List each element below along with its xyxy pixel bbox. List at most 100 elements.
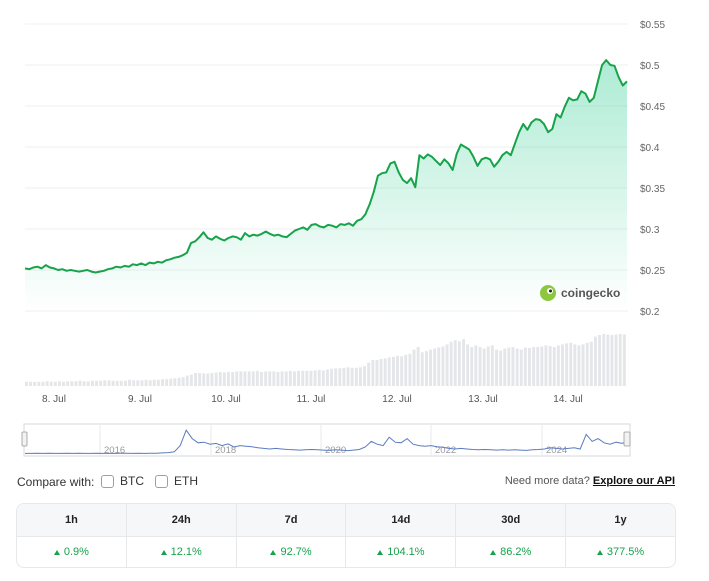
time-tick-label: 14. Jul	[553, 394, 582, 405]
perf-value-text: 104.1%	[387, 546, 425, 558]
volume-bar	[585, 342, 589, 386]
range-handle-right[interactable]	[623, 431, 631, 447]
price-tick-label: $0.3	[640, 225, 660, 236]
time-axis: 8. Jul 9. Jul 10. Jul 11. Jul 12. Jul 13. Jul…	[42, 394, 583, 405]
volume-bar	[404, 354, 408, 386]
compare-label: Compare with:	[17, 475, 95, 489]
volume-bar	[136, 380, 140, 386]
explore-api-link[interactable]: Explore our API	[592, 475, 675, 487]
volume-bar	[536, 347, 540, 386]
caret-up-icon	[596, 549, 603, 555]
volume-bar	[445, 344, 449, 386]
volume-bar	[49, 381, 53, 386]
range-handle-left[interactable]	[21, 431, 28, 447]
volume-bar	[408, 353, 412, 386]
volume-bar	[532, 347, 536, 386]
volume-bar	[144, 379, 148, 386]
volume-bar	[194, 373, 197, 386]
volume-bar	[330, 368, 333, 386]
volume-bar	[107, 380, 111, 386]
volume-bar	[140, 380, 144, 386]
perf-col-1y: 1y 377.5%	[566, 504, 675, 567]
more-data-prompt: Need more data?	[504, 475, 590, 487]
volume-bar	[577, 345, 581, 386]
volume-bar	[181, 377, 185, 386]
volume-bar	[326, 369, 329, 386]
volume-bar	[148, 380, 152, 386]
perf-period: 30d	[456, 504, 566, 537]
volume-bar	[169, 378, 173, 386]
volume-bar	[565, 343, 569, 386]
volume-bar	[441, 346, 445, 386]
volume-bar	[486, 346, 490, 386]
volume-bar	[462, 339, 465, 386]
time-tick-label: 10. Jul	[211, 394, 240, 405]
volume-bar	[128, 379, 131, 386]
time-tick-label: 13. Jul	[468, 394, 497, 405]
volume-bar	[375, 360, 379, 386]
overview-line	[25, 429, 629, 454]
volume-bar	[495, 349, 498, 386]
volume-bar	[552, 347, 556, 386]
perf-period: 7d	[236, 504, 346, 537]
volume-bar	[433, 348, 437, 386]
volume-bar	[82, 381, 86, 386]
volume-bar	[478, 347, 482, 386]
perf-value-text: 86.2%	[500, 546, 532, 558]
volume-bar	[251, 371, 255, 386]
volume-bar	[367, 362, 371, 386]
volume-bar	[350, 367, 354, 386]
overview-year-label: 2024	[546, 445, 567, 456]
price-tick-label: $0.2	[640, 307, 660, 318]
compare-btc-checkbox[interactable]: BTC	[101, 474, 144, 488]
volume-bar	[363, 366, 366, 386]
volume-bar	[243, 371, 247, 386]
volume-bar	[222, 372, 226, 386]
time-tick-label: 8. Jul	[42, 394, 66, 405]
price-tick-label: $0.55	[640, 20, 665, 31]
volume-bar	[354, 367, 358, 386]
volume-bar	[503, 348, 507, 386]
volume-bar	[515, 348, 519, 386]
volume-bar	[161, 379, 164, 386]
compare-eth-checkbox[interactable]: ETH	[155, 474, 198, 488]
volume-bar	[115, 380, 119, 386]
volume-bar	[53, 381, 57, 386]
volume-bar	[297, 370, 300, 386]
price-area	[25, 60, 627, 311]
caret-up-icon	[53, 549, 60, 555]
volume-bar	[342, 367, 346, 386]
checkbox-icon[interactable]	[155, 474, 168, 488]
volume-bar	[189, 374, 193, 386]
volume-bar	[359, 367, 362, 386]
volume-bar	[293, 371, 296, 386]
volume-bar	[622, 334, 626, 386]
price-tick-label: $0.35	[640, 184, 665, 195]
price-tick-label: $0.5	[640, 61, 660, 72]
volume-bar	[420, 352, 424, 386]
price-axis: $0.55 $0.5 $0.45 $0.4 $0.35 $0.3 $0.25 $0.2	[640, 20, 665, 318]
volume-bar	[618, 334, 622, 386]
volume-bar	[103, 380, 107, 386]
volume-bar	[334, 368, 338, 386]
volume-bar	[37, 381, 41, 386]
volume-bar	[202, 373, 206, 386]
volume-bar	[416, 347, 420, 386]
perf-value: 377.5%	[566, 537, 675, 567]
volume-bar	[227, 372, 230, 386]
volume-bar	[124, 380, 127, 386]
volume-bar	[264, 371, 268, 386]
time-tick-label: 12. Jul	[382, 394, 411, 405]
volume-bar	[528, 348, 531, 386]
price-change-table: 1h 0.9% 24h 12.1% 7d 92.7% 14d 104.1% 30…	[16, 503, 676, 568]
volume-bar	[210, 373, 214, 386]
volume-bar	[58, 381, 61, 386]
volume-bar	[392, 356, 395, 386]
volume-bar	[74, 381, 78, 386]
perf-col-30d: 30d 86.2%	[456, 504, 567, 567]
volume-bar	[449, 341, 453, 386]
checkbox-icon[interactable]	[101, 474, 114, 488]
volume-bar	[177, 377, 181, 386]
overview-navigator[interactable]: 2016 2018 2020 2022 2024	[21, 423, 631, 457]
volume-bar	[218, 372, 222, 386]
